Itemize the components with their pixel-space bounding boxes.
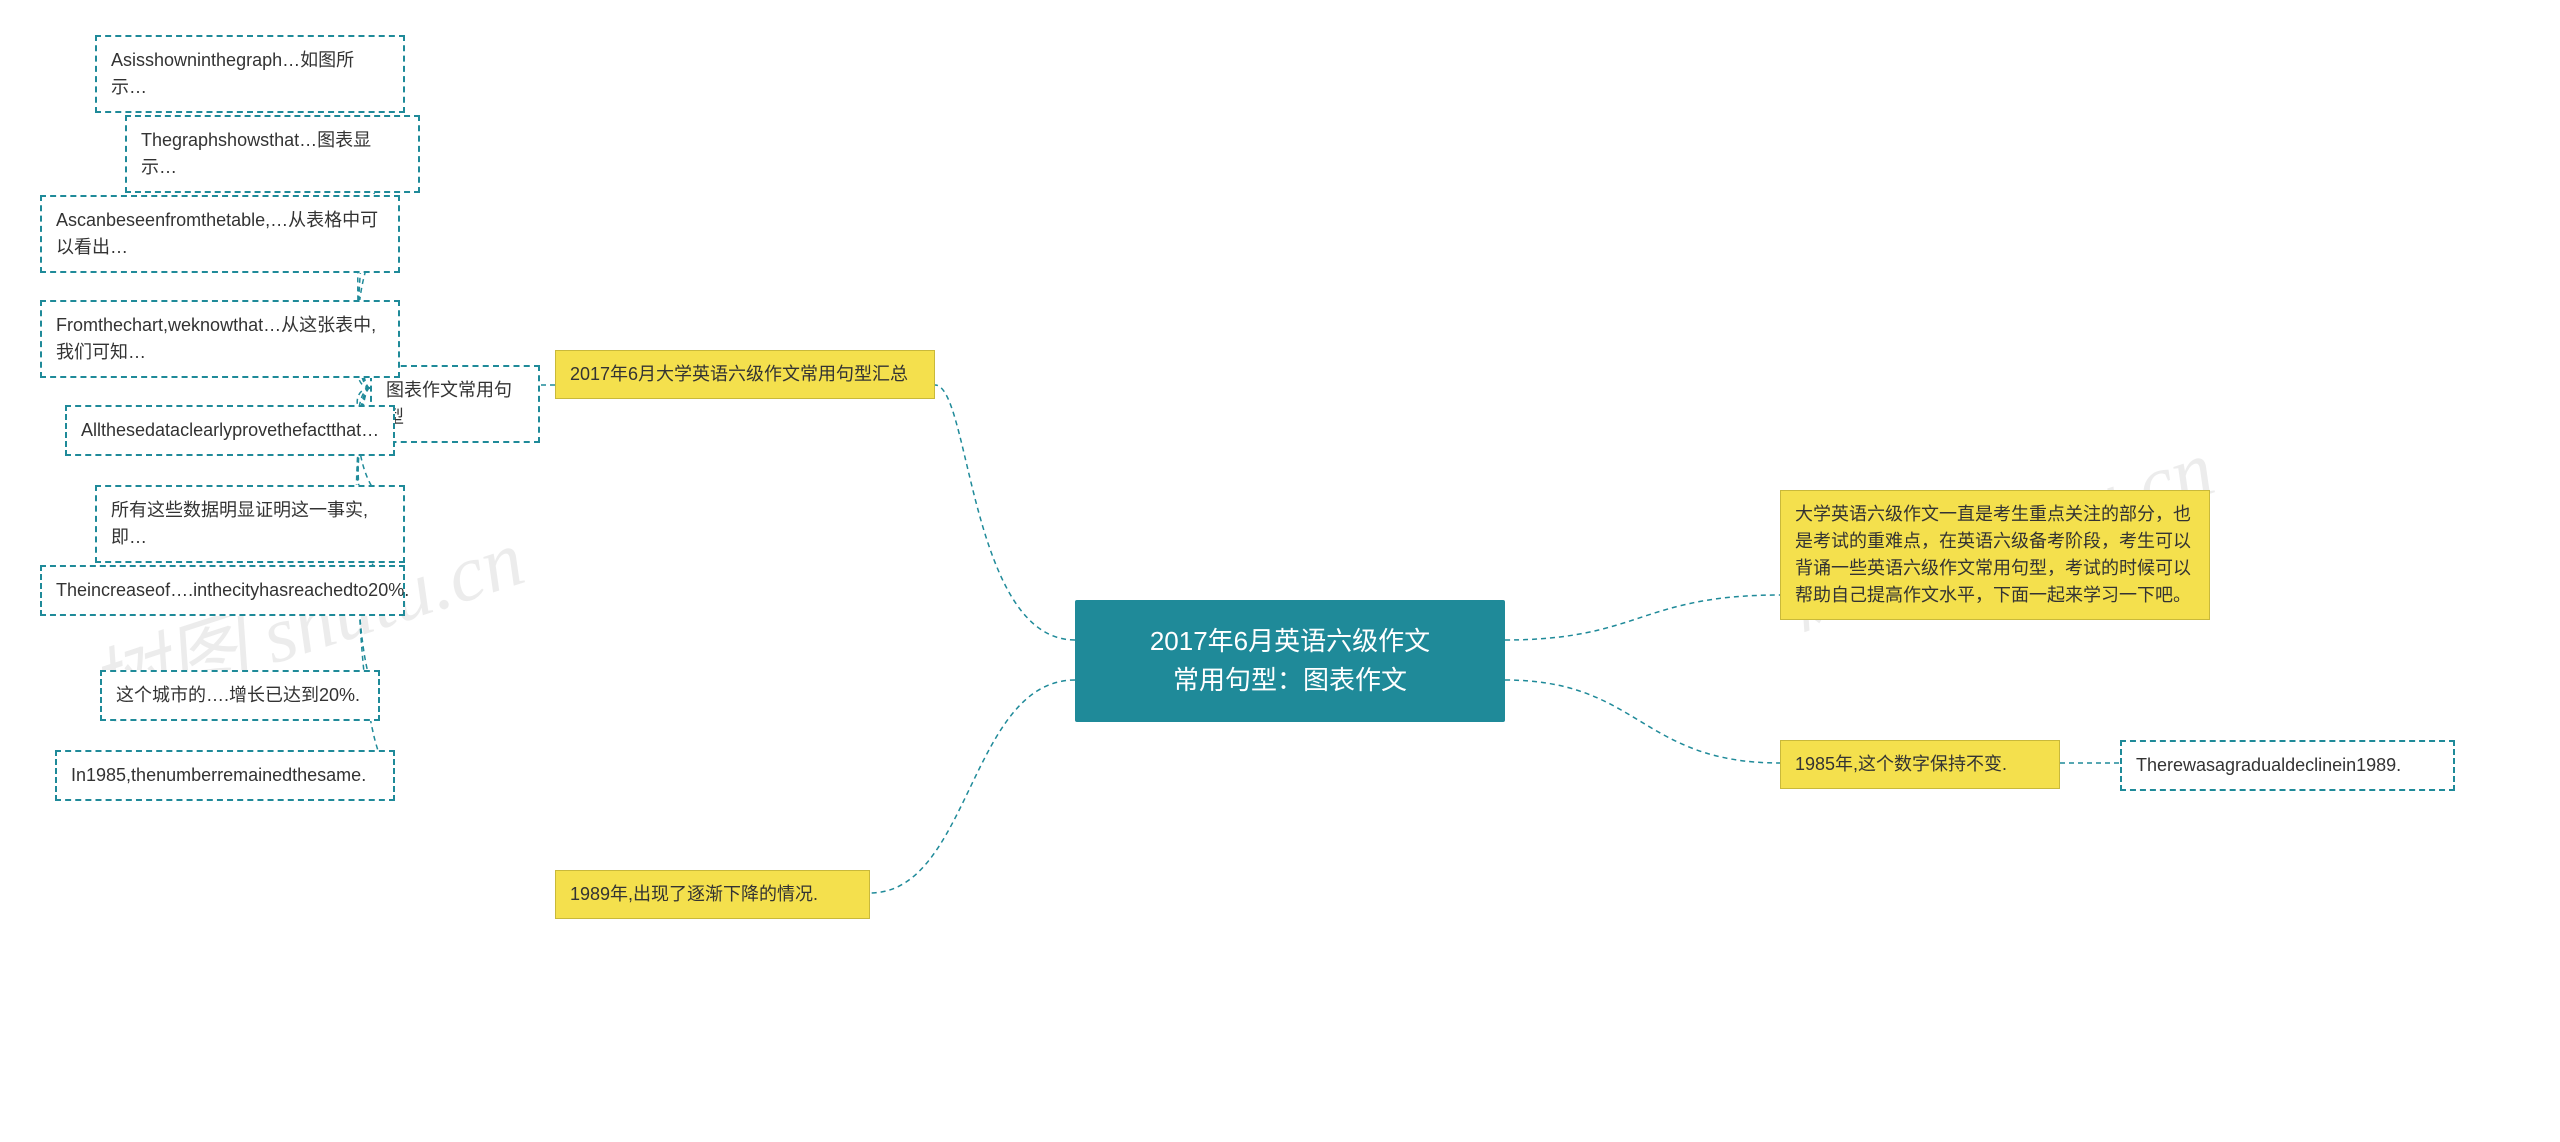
leaf-sentence-2[interactable]: Thegraphshowsthat…图表显示… <box>125 115 420 193</box>
leaf-label: 图表作文常用句型 <box>386 380 512 427</box>
leaf-label: Therewasagradualdeclinein1989. <box>2136 755 2401 775</box>
leaf-sentence-7[interactable]: Theincreaseof….inthecityhasreachedto20%. <box>40 565 405 616</box>
leaf-sentence-1[interactable]: Asisshowninthegraph…如图所示… <box>95 35 405 113</box>
leaf-sentence-4[interactable]: Fromthechart,weknowthat…从这张表中,我们可知… <box>40 300 400 378</box>
branch-1989-cn[interactable]: 1989年,出现了逐渐下降的情况. <box>555 870 870 919</box>
branch-description[interactable]: 大学英语六级作文一直是考生重点关注的部分，也是考试的重难点，在英语六级备考阶段，… <box>1780 490 2210 620</box>
leaf-label: Theincreaseof….inthecityhasreachedto20%. <box>56 580 409 600</box>
leaf-sentence-6[interactable]: 所有这些数据明显证明这一事实,即… <box>95 485 405 563</box>
branch-label: 1985年,这个数字保持不变. <box>1795 754 2007 774</box>
leaf-label: Ascanbeseenfromthetable,…从表格中可以看出… <box>56 210 378 257</box>
leaf-sentence-3[interactable]: Ascanbeseenfromthetable,…从表格中可以看出… <box>40 195 400 273</box>
leaf-label: In1985,thenumberremainedthesame. <box>71 765 366 785</box>
leaf-sentence-9[interactable]: In1985,thenumberremainedthesame. <box>55 750 395 801</box>
leaf-label: Asisshowninthegraph…如图所示… <box>111 50 354 97</box>
leaf-sentence-8[interactable]: 这个城市的….增长已达到20%. <box>100 670 380 721</box>
leaf-label: 所有这些数据明显证明这一事实,即… <box>111 500 368 547</box>
leaf-1989-en[interactable]: Therewasagradualdeclinein1989. <box>2120 740 2455 791</box>
leaf-label: 这个城市的….增长已达到20%. <box>116 685 360 705</box>
leaf-label: Thegraphshowsthat…图表显示… <box>141 130 371 177</box>
root-node[interactable]: 2017年6月英语六级作文 常用句型：图表作文 <box>1075 600 1505 722</box>
branch-label: 大学英语六级作文一直是考生重点关注的部分，也是考试的重难点，在英语六级备考阶段，… <box>1795 504 2191 605</box>
branch-summary[interactable]: 2017年6月大学英语六级作文常用句型汇总 <box>555 350 935 399</box>
branch-label: 1989年,出现了逐渐下降的情况. <box>570 884 818 904</box>
leaf-label: Fromthechart,weknowthat…从这张表中,我们可知… <box>56 315 376 362</box>
leaf-label: Allthesedataclearlyprovethefactthat… <box>81 420 379 440</box>
root-label-line1: 2017年6月英语六级作文 常用句型：图表作文 <box>1103 622 1477 700</box>
branch-1985[interactable]: 1985年,这个数字保持不变. <box>1780 740 2060 789</box>
mindmap-canvas: 树图 shutu.cn 树图 shutu.cn 2017年6月英语六级作文 常用… <box>0 0 2560 1142</box>
leaf-sentence-5[interactable]: Allthesedataclearlyprovethefactthat… <box>65 405 395 456</box>
branch-label: 2017年6月大学英语六级作文常用句型汇总 <box>570 364 908 384</box>
